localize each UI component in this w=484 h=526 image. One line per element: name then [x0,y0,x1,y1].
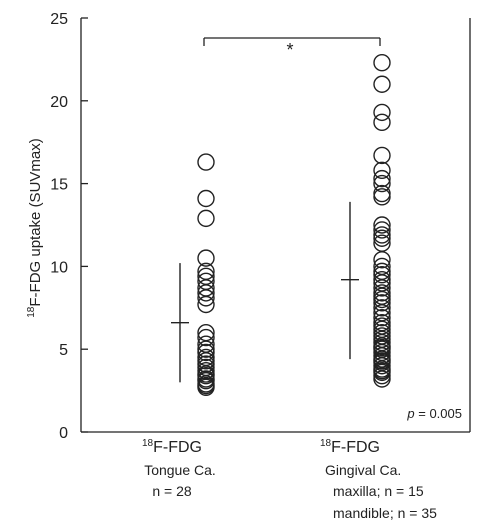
data-point [373,184,391,203]
data-point [197,289,215,307]
data-point [373,75,391,93]
data-point [373,279,391,297]
significance-star: * [286,40,293,60]
y-tick-label: 25 [50,11,68,28]
data-point [373,294,391,312]
data-point [373,251,391,269]
y-tick-label: 10 [50,259,68,276]
category-title-tongue-text: F-FDG [153,439,202,456]
y-ticks: 0 5 10 15 20 25 [50,11,88,442]
data-point [373,113,391,132]
data-point [197,343,215,362]
data-point [197,295,215,314]
data-point [373,370,391,388]
data-point [197,153,215,171]
data-point [373,299,391,317]
p-value-annotation: p = 0.005 [406,406,462,421]
y-axis-title-sup: 18 [26,306,37,318]
y-axis-title: 18F-FDG uptake (SUVmax) [26,138,44,318]
data-point [373,146,391,165]
category-title-gingival: 18F-FDG [320,438,380,456]
data-point [197,209,215,228]
data-point [373,188,391,206]
data-point [197,284,215,302]
data-point [373,309,391,327]
category-line-gingival-2: maxilla; n = 15 [333,483,424,499]
data-point [197,328,215,347]
p-value-text: = 0.005 [415,406,462,421]
y-axis-title-text: F-FDG uptake (SUVmax) [27,138,44,306]
data-point [373,362,391,380]
data-point [373,265,391,284]
data-point [373,103,391,122]
category-title-tongue-sup: 18 [142,438,154,449]
data-point [197,378,215,396]
category-line-tongue-2: n = 28 [152,483,192,499]
y-tick-label: 0 [59,425,68,442]
data-point [373,161,391,180]
y-tick-label: 15 [50,177,68,194]
data-marks [171,54,391,396]
category-title-gingival-text: F-FDG [331,439,380,456]
data-point [373,216,391,234]
data-point [373,221,391,239]
significance-bracket: * [203,37,381,60]
data-point [373,54,391,72]
category-line-tongue-1: Tongue Ca. [144,462,216,478]
data-point [373,352,391,370]
data-point [197,189,215,208]
data-point [373,174,391,193]
category-title-tongue: 18F-FDG [142,438,202,456]
category-label-gingival: 18F-FDG Gingival Ca. maxilla; n = 15 man… [320,438,437,521]
y-tick-label: 5 [59,342,68,359]
p-value-italic: p [406,406,414,421]
category-line-gingival-3: mandible; n = 35 [333,505,437,521]
data-point [373,229,391,247]
y-tick-label: 20 [50,94,68,111]
category-label-tongue: 18F-FDG Tongue Ca. n = 28 [142,438,216,499]
data-point [197,249,215,267]
data-point [373,338,391,357]
category-title-gingival-sup: 18 [320,438,332,449]
category-line-gingival-1: Gingival Ca. [325,462,401,478]
data-point [373,169,391,188]
